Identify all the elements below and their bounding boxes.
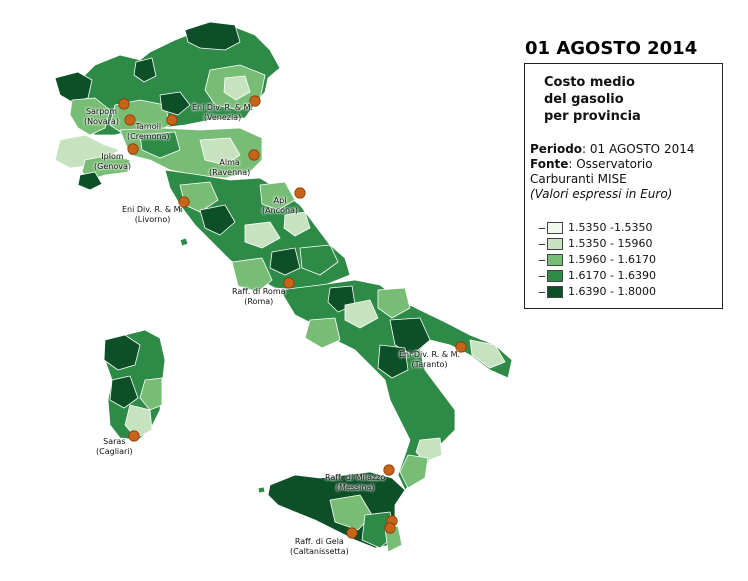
refinery-marker xyxy=(383,464,395,476)
refinery-label-livorno: Eni Div. R. & M. (Livorno) xyxy=(122,205,184,224)
province-region xyxy=(103,334,141,371)
legend-tick xyxy=(539,292,545,293)
province-region xyxy=(139,377,163,411)
refinery-label-roma: Raff. di Roma (Roma) xyxy=(232,287,286,306)
legend-item: 1.6170 - 1.6390 xyxy=(539,269,709,285)
refinery-label-ancona: Api (Ancona) xyxy=(262,196,299,215)
province-region xyxy=(133,57,157,83)
periodo-value: : 01 AGOSTO 2014 xyxy=(582,142,695,156)
province-region xyxy=(199,137,241,166)
province-region xyxy=(415,437,443,463)
refinery-label-novara: Sarpom (Novara) xyxy=(84,107,119,126)
refinery-label-genova: Iplom (Genova) xyxy=(94,152,131,171)
province-region xyxy=(159,91,191,116)
legend-note: (Valori espressi in Euro) xyxy=(530,187,673,201)
legend-info: Periodo: 01 AGOSTO 2014 Fonte: Osservato… xyxy=(530,142,694,202)
legend-label: 1.6170 - 1.6390 xyxy=(568,269,656,282)
refinery-marker xyxy=(166,114,178,126)
legend-items: 1.5350 -1.5350 1.5350 - 15960 1.5960 - 1… xyxy=(539,221,709,301)
legend-swatch xyxy=(547,222,563,234)
refinery-marker xyxy=(249,95,261,107)
fonte-value: : Osservatorio xyxy=(568,157,653,171)
legend-heading-line: Costo medio xyxy=(544,75,635,90)
refinery-marker xyxy=(346,527,358,539)
map-title: 01 AGOSTO 2014 xyxy=(525,38,698,59)
legend-swatch xyxy=(547,270,563,282)
refinery-label-caltanissetta: Raff. di Gela (Caltanissetta) xyxy=(290,537,349,556)
province-region xyxy=(184,21,241,51)
periodo-key: Periodo xyxy=(530,142,583,156)
province-region xyxy=(259,181,296,211)
province-region xyxy=(469,339,506,369)
refinery-marker xyxy=(118,98,130,110)
refinery-marker xyxy=(455,341,467,353)
province-region xyxy=(389,317,431,356)
province-region xyxy=(54,71,93,103)
province-region xyxy=(109,375,139,409)
province-region xyxy=(377,344,409,379)
legend-item: 1.6390 - 1.8000 xyxy=(539,285,709,301)
refinery-marker xyxy=(124,114,136,126)
province-region xyxy=(139,131,181,159)
refinery-marker xyxy=(294,187,306,199)
refinery-marker xyxy=(248,149,260,161)
legend-heading: Costo medio del gasolio per provincia xyxy=(544,74,641,125)
legend-heading-line: del gasolio xyxy=(544,92,624,107)
legend-label: 1.5960 - 1.6170 xyxy=(568,253,656,266)
island xyxy=(257,486,266,494)
legend-swatch xyxy=(547,254,563,266)
refinery-marker xyxy=(384,522,396,534)
refinery-label-cagliari: Saras (Cagliari) xyxy=(96,437,133,456)
province-region xyxy=(399,454,429,489)
province-region xyxy=(269,247,301,276)
island xyxy=(177,206,184,213)
legend-tick xyxy=(539,244,545,245)
province-region xyxy=(344,299,379,329)
province-region xyxy=(199,204,236,236)
legend-box: Costo medio del gasolio per provincia Pe… xyxy=(524,63,723,309)
province-region xyxy=(283,211,311,237)
legend-heading-line: per provincia xyxy=(544,109,641,124)
fonte-key: Fonte xyxy=(530,157,569,171)
legend-tick xyxy=(539,260,545,261)
province-region xyxy=(377,287,411,319)
province-region xyxy=(304,317,341,349)
province-region xyxy=(244,221,281,249)
refinery-marker xyxy=(283,277,295,289)
province-region xyxy=(223,75,251,101)
province-region xyxy=(77,171,103,191)
province-region xyxy=(124,404,153,439)
legend-tick xyxy=(539,276,545,277)
refinery-label-ravenna: Alma (Ravenna) xyxy=(209,158,251,177)
legend-tick xyxy=(539,228,545,229)
fonte-value-2: Carburanti MISE xyxy=(530,172,627,186)
legend-item: 1.5960 - 1.6170 xyxy=(539,253,709,269)
refinery-marker xyxy=(128,430,140,442)
refinery-label-cremona: Tamoil (Cremona) xyxy=(127,122,170,141)
island xyxy=(179,237,189,247)
refinery-label-venezia: Eni Div. R. & M. (Venezia) xyxy=(192,103,254,122)
refinery-label-taranto: Eni Div. R. & M. (Taranto) xyxy=(399,350,461,369)
refinery-marker xyxy=(178,196,190,208)
legend-swatch xyxy=(547,238,563,250)
legend-item: 1.5350 - 15960 xyxy=(539,237,709,253)
refinery-label-messina: Raff. di Milazzo (Messina) xyxy=(325,473,386,492)
legend-item: 1.5350 -1.5350 xyxy=(539,221,709,237)
legend-label: 1.5350 - 15960 xyxy=(568,237,653,250)
province-region xyxy=(299,244,339,276)
legend-label: 1.5350 -1.5350 xyxy=(568,221,653,234)
refinery-marker xyxy=(127,143,139,155)
province-region xyxy=(231,257,273,293)
legend-label: 1.6390 - 1.8000 xyxy=(568,285,656,298)
legend-swatch xyxy=(547,286,563,298)
province-region xyxy=(69,97,111,136)
